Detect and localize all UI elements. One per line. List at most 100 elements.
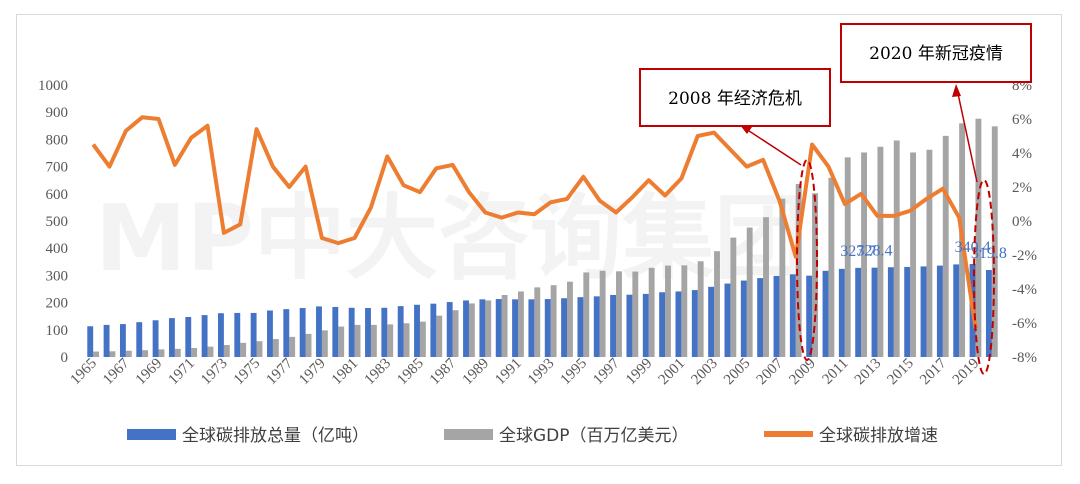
gdp-bar-1971 bbox=[191, 348, 198, 357]
emission-bar-2013 bbox=[871, 267, 878, 357]
emission-bar-2008 bbox=[789, 274, 796, 357]
x-tick-label: 1967 bbox=[100, 355, 133, 388]
x-tick-label: 1975 bbox=[231, 356, 264, 389]
left-tick-label: 400 bbox=[46, 241, 69, 257]
emission-bar-1991 bbox=[512, 299, 518, 357]
gdp-bar-2008 bbox=[795, 184, 802, 357]
x-tick-label: 1997 bbox=[590, 355, 623, 388]
gdp-bar-1976 bbox=[272, 339, 279, 357]
emission-bar-1966 bbox=[103, 324, 110, 357]
emission-bar-1973 bbox=[218, 313, 224, 357]
emission-bar-1994 bbox=[561, 298, 568, 357]
gdp-bar-1981 bbox=[354, 324, 361, 357]
emission-bar-1974 bbox=[234, 312, 241, 357]
emission-bar-1980 bbox=[332, 306, 339, 357]
emission-bar-1971 bbox=[185, 317, 192, 357]
emission-bar-1977 bbox=[283, 309, 290, 357]
x-tick-label: 2019 bbox=[950, 356, 983, 389]
left-tick-label: 200 bbox=[46, 296, 69, 312]
gdp-bar-2012 bbox=[861, 152, 867, 357]
gdp-bar-1999 bbox=[648, 267, 655, 357]
annotation-2008-crisis: 2008 年经济危机 bbox=[639, 68, 831, 361]
emission-bar-1992 bbox=[528, 299, 535, 357]
emission-bar-2005 bbox=[740, 280, 747, 357]
legend-swatch-emissions bbox=[127, 429, 176, 440]
emission-bar-1986 bbox=[430, 303, 437, 357]
x-tick-label: 2011 bbox=[819, 356, 851, 388]
emission-bar-1998 bbox=[626, 294, 633, 357]
emission-bar-1983 bbox=[381, 307, 388, 357]
gdp-bar-2020 bbox=[991, 126, 998, 357]
x-tick-label: 2007 bbox=[754, 355, 787, 388]
right-axis: -8%-6%-4%-2%0%2%4%6%8% bbox=[1012, 78, 1037, 366]
gdp-bar-1968 bbox=[142, 350, 149, 357]
gdp-bar-1978 bbox=[305, 333, 312, 357]
gdp-bar-2002 bbox=[697, 261, 704, 357]
gdp-bar-2006 bbox=[763, 217, 769, 357]
x-tick-label: 2013 bbox=[852, 356, 885, 389]
gdp-bar-1986 bbox=[436, 315, 443, 357]
emission-bar-2012 bbox=[855, 267, 862, 357]
emission-bar-1965 bbox=[87, 326, 94, 357]
left-axis: 0 100 200 300 400 500 600 700 800 900 1000 bbox=[38, 78, 68, 366]
emission-bar-1982 bbox=[365, 308, 371, 357]
gdp-bar-2013 bbox=[877, 146, 884, 357]
x-tick-label: 1989 bbox=[460, 356, 493, 389]
x-tick-label: 2005 bbox=[721, 356, 754, 389]
gdp-bar-1980 bbox=[338, 326, 345, 357]
data-label-2013: 328.4 bbox=[857, 243, 893, 260]
emission-bar-1979 bbox=[316, 306, 322, 357]
gdp-bar-1975 bbox=[256, 341, 263, 357]
emission-bar-1975 bbox=[250, 312, 257, 357]
emission-bar-2006 bbox=[757, 278, 764, 357]
emission-bar-2015 bbox=[904, 266, 911, 357]
emission-bar-2018 bbox=[953, 264, 960, 357]
gdp-bar-1979 bbox=[321, 330, 328, 357]
x-tick-label: 1973 bbox=[198, 356, 231, 389]
annotation-arrow bbox=[956, 88, 978, 183]
left-tick-label: 0 bbox=[61, 350, 69, 366]
emission-bar-1970 bbox=[168, 318, 175, 357]
x-tick-label: 2015 bbox=[884, 356, 917, 389]
emission-bar-2014 bbox=[887, 267, 894, 357]
arrowhead-icon bbox=[740, 125, 752, 134]
x-tick-label: 2003 bbox=[688, 356, 721, 389]
annotation-box-2020 bbox=[840, 23, 1032, 83]
emission-bar-1990 bbox=[495, 299, 502, 357]
emission-bar-2016 bbox=[920, 266, 927, 357]
emission-bar-2020 bbox=[985, 270, 992, 357]
legend-label-emissions: 全球碳排放总量（亿吨） bbox=[182, 426, 369, 446]
emission-bar-1996 bbox=[593, 296, 600, 357]
emission-bar-2010 bbox=[822, 270, 829, 357]
right-tick-label: 0% bbox=[1012, 214, 1032, 230]
gdp-bar-2007 bbox=[779, 198, 786, 357]
x-tick-label: 1981 bbox=[329, 356, 362, 389]
gdp-bar-1995 bbox=[583, 272, 590, 357]
emission-bar-2011 bbox=[838, 268, 845, 357]
gdp-bar-1984 bbox=[403, 323, 410, 357]
emission-bar-2007 bbox=[773, 275, 780, 357]
left-tick-label: 700 bbox=[46, 160, 69, 176]
legend-label-growth: 全球碳排放增速 bbox=[819, 426, 938, 446]
right-tick-label: -2% bbox=[1012, 248, 1037, 264]
emission-bar-2002 bbox=[691, 290, 698, 357]
gdp-bar-1988 bbox=[468, 303, 475, 357]
right-tick-label: -4% bbox=[1012, 282, 1037, 298]
legend-label-gdp: 全球GDP（百万亿美元） bbox=[499, 426, 689, 446]
gdp-bar-1973 bbox=[223, 345, 230, 357]
x-tick-label: 2009 bbox=[786, 356, 819, 389]
gdp-bar-2011 bbox=[844, 157, 851, 357]
emission-bar-1967 bbox=[119, 324, 126, 357]
x-tick-label: 1965 bbox=[68, 356, 101, 389]
legend: 全球碳排放总量（亿吨） 全球GDP（百万亿美元） 全球碳排放增速 bbox=[127, 426, 938, 446]
annotation-box-2008 bbox=[639, 68, 831, 127]
emission-bar-1999 bbox=[642, 293, 649, 357]
emission-bar-1987 bbox=[446, 302, 453, 357]
annotation-text-2020: 2020 年新冠疫情 bbox=[869, 44, 1003, 64]
x-tick-label: 1995 bbox=[558, 356, 591, 389]
left-tick-label: 900 bbox=[46, 105, 69, 121]
gdp-bar-2010 bbox=[828, 177, 835, 357]
gdp-bar-1967 bbox=[125, 350, 132, 357]
x-tick-label: 1993 bbox=[525, 356, 558, 389]
